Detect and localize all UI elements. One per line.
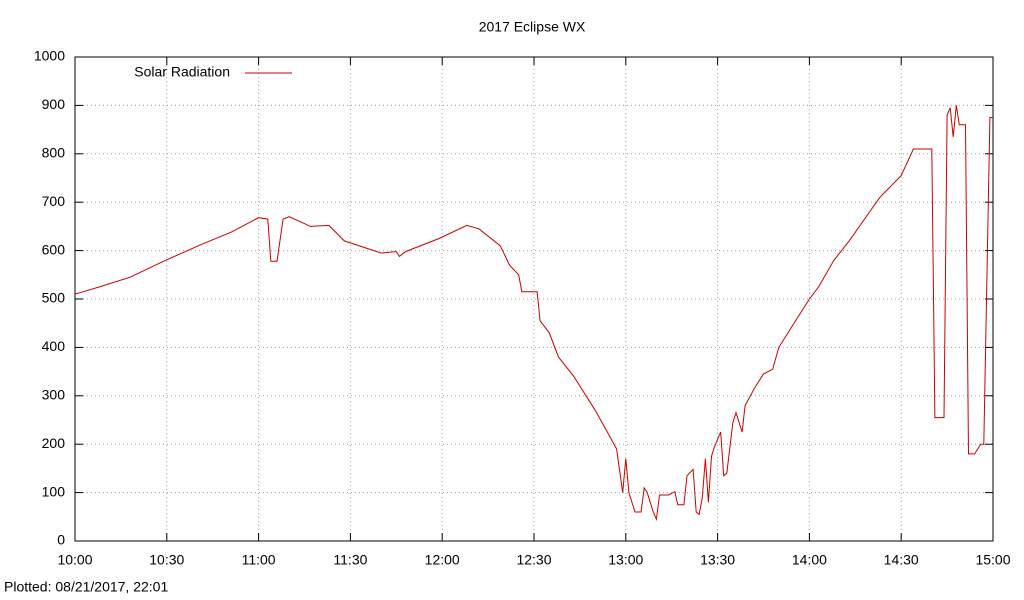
y-tick-label: 900 xyxy=(42,96,66,112)
x-tick-label: 12:30 xyxy=(516,552,551,568)
x-tick-label: 14:00 xyxy=(792,552,827,568)
plot-frame xyxy=(74,56,994,542)
y-tick-label: 200 xyxy=(42,435,66,451)
y-tick-label: 600 xyxy=(42,241,66,257)
x-tick-label: 10:00 xyxy=(57,552,92,568)
legend-label: Solar Radiation xyxy=(134,64,230,80)
x-tick-label: 15:00 xyxy=(975,552,1010,568)
y-tick-label: 400 xyxy=(42,338,66,354)
x-tick-label: 14:30 xyxy=(884,552,919,568)
y-tick-label: 0 xyxy=(57,532,65,548)
x-tick-label: 11:30 xyxy=(333,552,367,568)
y-tick-label: 100 xyxy=(42,483,66,499)
y-tick-label: 300 xyxy=(42,387,66,403)
y-tick-label: 700 xyxy=(42,193,66,209)
x-tick-label: 13:00 xyxy=(608,552,643,568)
plot-timestamp: Plotted: 08/21/2017, 22:01 xyxy=(4,579,168,595)
x-tick-label: 11:00 xyxy=(242,552,276,568)
x-tick-label: 10:30 xyxy=(149,552,184,568)
data-line xyxy=(74,105,993,522)
y-tick-label: 800 xyxy=(42,145,66,161)
x-tick-label: 13:30 xyxy=(700,552,735,568)
y-tick-label: 500 xyxy=(42,290,66,306)
chart-title: 2017 Eclipse WX xyxy=(479,19,586,35)
x-tick-label: 12:00 xyxy=(425,552,460,568)
y-tick-label: 1000 xyxy=(34,48,65,64)
